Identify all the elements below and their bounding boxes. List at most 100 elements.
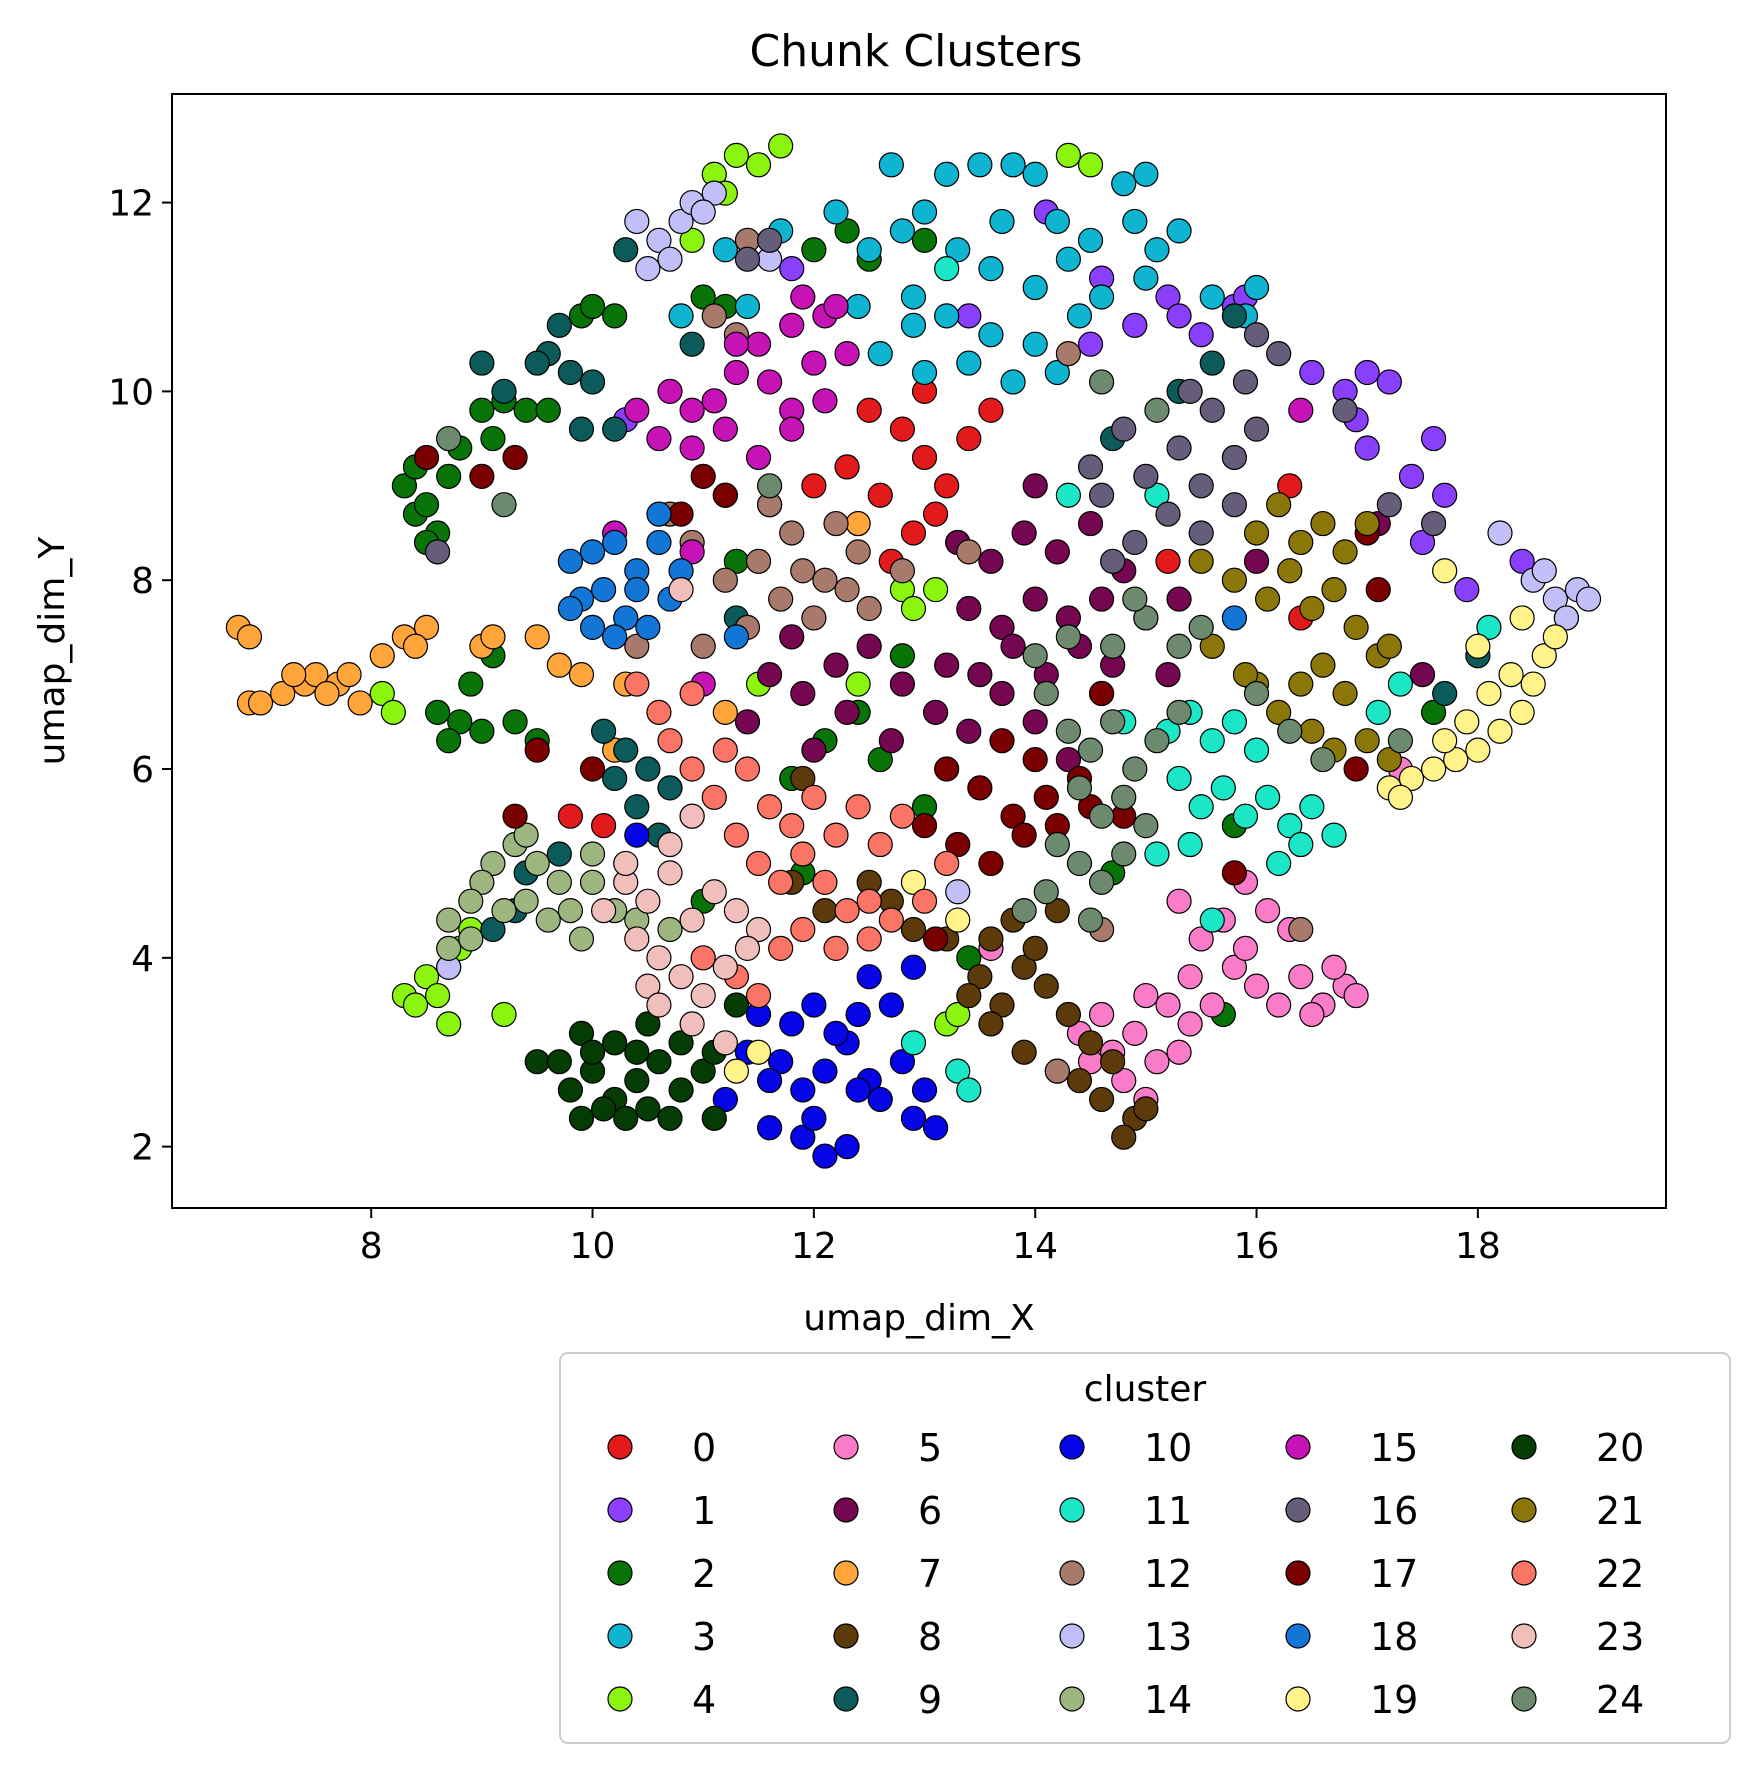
data-point <box>1243 548 1270 574</box>
data-point <box>978 850 1004 877</box>
series-13 <box>436 180 1602 980</box>
data-point <box>1088 803 1115 829</box>
data-point <box>768 133 794 159</box>
data-point <box>812 1058 838 1084</box>
data-point <box>978 926 1004 952</box>
data-point <box>469 718 495 744</box>
data-point <box>1055 142 1082 168</box>
data-point <box>1044 898 1070 924</box>
data-point <box>579 841 606 867</box>
data-point <box>524 1049 550 1075</box>
data-point <box>812 869 838 895</box>
data-point <box>900 1105 927 1131</box>
data-point <box>657 916 683 943</box>
data-point <box>878 152 904 178</box>
data-point <box>1465 633 1491 659</box>
data-point <box>1266 699 1292 725</box>
data-point <box>1465 737 1491 763</box>
data-point <box>502 444 528 471</box>
data-point <box>1288 529 1314 556</box>
data-point <box>1077 331 1104 357</box>
data-point <box>1055 341 1082 367</box>
legend-item: 11 <box>1059 1489 1192 1533</box>
data-point <box>701 303 727 329</box>
data-point <box>1055 482 1082 508</box>
data-point <box>491 492 517 518</box>
data-point <box>900 954 927 980</box>
legend-marker <box>1285 1434 1311 1460</box>
data-point <box>845 794 871 820</box>
data-point <box>513 822 539 848</box>
data-point <box>1066 303 1093 329</box>
data-point <box>1077 1030 1104 1056</box>
data-point <box>1133 982 1159 1009</box>
data-point <box>679 907 705 933</box>
data-point <box>613 737 639 763</box>
data-point <box>679 397 705 423</box>
data-point <box>1376 633 1402 659</box>
legend-item: 9 <box>833 1678 942 1722</box>
data-point <box>1077 227 1104 253</box>
data-point <box>1277 718 1303 744</box>
legend-marker <box>833 1686 859 1712</box>
data-point <box>712 482 738 508</box>
data-point <box>425 982 451 1009</box>
data-point <box>845 671 871 697</box>
data-point <box>1354 728 1380 754</box>
legend-item: 22 <box>1511 1552 1644 1596</box>
data-point <box>1299 794 1325 820</box>
data-point <box>1055 624 1082 650</box>
data-point <box>856 964 882 990</box>
data-point <box>436 935 462 961</box>
series-16 <box>425 227 1447 574</box>
legend-label: 21 <box>1596 1489 1644 1533</box>
data-point <box>624 577 650 603</box>
data-point <box>635 1011 661 1037</box>
legend-label: 16 <box>1370 1489 1418 1533</box>
data-point <box>1266 850 1292 877</box>
data-point <box>989 992 1015 1018</box>
data-point <box>1122 312 1148 338</box>
data-point <box>1011 954 1037 980</box>
data-point <box>1100 633 1126 659</box>
legend-item: 1 <box>607 1489 716 1533</box>
data-point <box>922 926 949 952</box>
data-point <box>1221 303 1248 329</box>
data-point <box>834 218 860 244</box>
data-point <box>1199 633 1225 659</box>
data-point <box>790 916 816 943</box>
data-point <box>635 973 661 999</box>
legend-item: 15 <box>1285 1426 1418 1470</box>
data-point <box>458 671 484 697</box>
data-point <box>690 945 716 971</box>
data-point <box>1266 492 1292 518</box>
legend-marker <box>607 1686 633 1712</box>
data-point <box>413 444 440 471</box>
plot-frame <box>171 93 1667 1209</box>
data-point <box>934 161 960 187</box>
data-point <box>436 425 462 452</box>
data-point <box>247 690 274 716</box>
legend-item: 23 <box>1511 1615 1644 1659</box>
data-point <box>602 1030 628 1056</box>
data-point <box>579 756 606 782</box>
data-point <box>1022 746 1048 773</box>
legend-label: 20 <box>1596 1426 1644 1470</box>
data-point <box>856 633 882 659</box>
data-point <box>568 926 595 952</box>
y-tick-label: 8 <box>131 561 154 602</box>
data-point <box>801 737 827 763</box>
data-point <box>978 548 1004 574</box>
x-tick-label: 16 <box>1234 1226 1280 1267</box>
data-point <box>524 737 550 763</box>
data-point <box>1354 510 1380 537</box>
legend-label: 7 <box>918 1552 942 1596</box>
data-point <box>557 359 584 386</box>
data-point <box>413 492 440 518</box>
data-point <box>1520 671 1546 697</box>
legend-label: 24 <box>1596 1678 1644 1722</box>
data-point <box>768 935 794 961</box>
data-point <box>779 312 805 338</box>
data-point <box>1144 482 1170 508</box>
data-point <box>734 935 761 961</box>
